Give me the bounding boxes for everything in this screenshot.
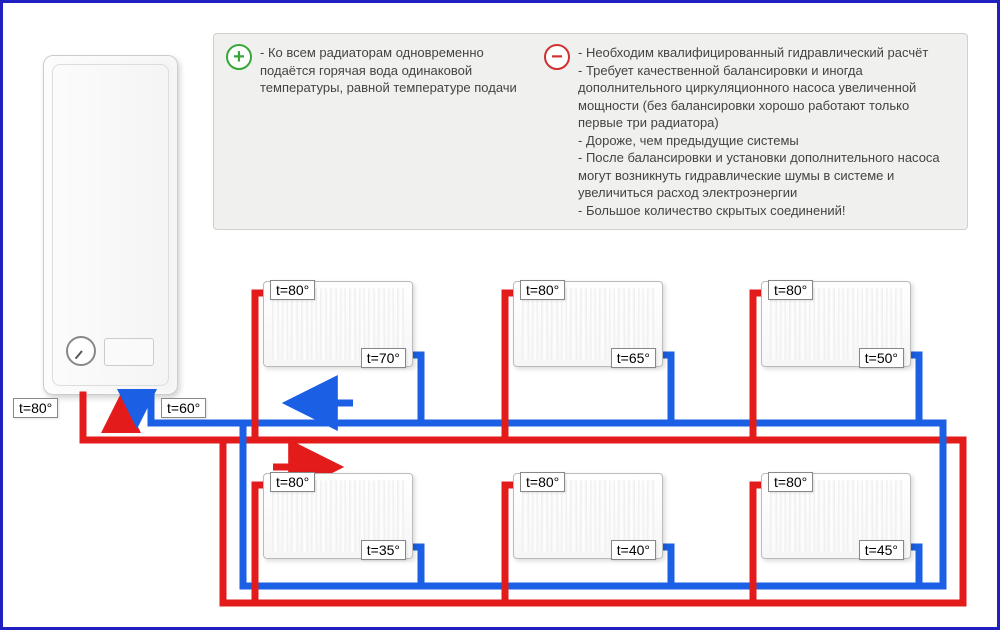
radiator-top-0: t=80° t=70° [263, 281, 413, 367]
radiator-top-1: t=80° t=65° [513, 281, 663, 367]
outlet-temp: t=45° [859, 540, 904, 560]
inlet-temp: t=80° [270, 472, 315, 492]
info-box: + - Ко всем радиаторам одновременно пода… [213, 33, 968, 230]
inlet-temp: t=80° [520, 280, 565, 300]
return-temp-label: t=60° [161, 398, 206, 418]
radiator-bot-0: t=80° t=35° [263, 473, 413, 559]
gauge-icon [66, 336, 96, 366]
outlet-temp: t=35° [361, 540, 406, 560]
pros-column: + - Ко всем радиаторам одновременно пода… [226, 44, 526, 219]
inlet-temp: t=80° [270, 280, 315, 300]
radiator-bot-2: t=80° t=45° [761, 473, 911, 559]
outlet-temp: t=65° [611, 348, 656, 368]
outlet-temp: t=50° [859, 348, 904, 368]
inlet-temp: t=80° [768, 280, 813, 300]
diagram-frame: + - Ко всем радиаторам одновременно пода… [0, 0, 1000, 630]
radiator-bot-1: t=80° t=40° [513, 473, 663, 559]
pros-text: - Ко всем радиаторам одновременно подаёт… [260, 44, 526, 219]
inlet-temp: t=80° [768, 472, 813, 492]
radiator-top-2: t=80° t=50° [761, 281, 911, 367]
outlet-temp: t=40° [611, 540, 656, 560]
supply-temp-label: t=80° [13, 398, 58, 418]
control-panel [104, 338, 154, 366]
outlet-temp: t=70° [361, 348, 406, 368]
cons-column: − - Необходим квалифицированный гидравли… [544, 44, 955, 219]
minus-icon: − [544, 44, 570, 70]
cons-text: - Необходим квалифицированный гидравличе… [578, 44, 955, 219]
boiler [43, 55, 178, 395]
inlet-temp: t=80° [520, 472, 565, 492]
plus-icon: + [226, 44, 252, 70]
